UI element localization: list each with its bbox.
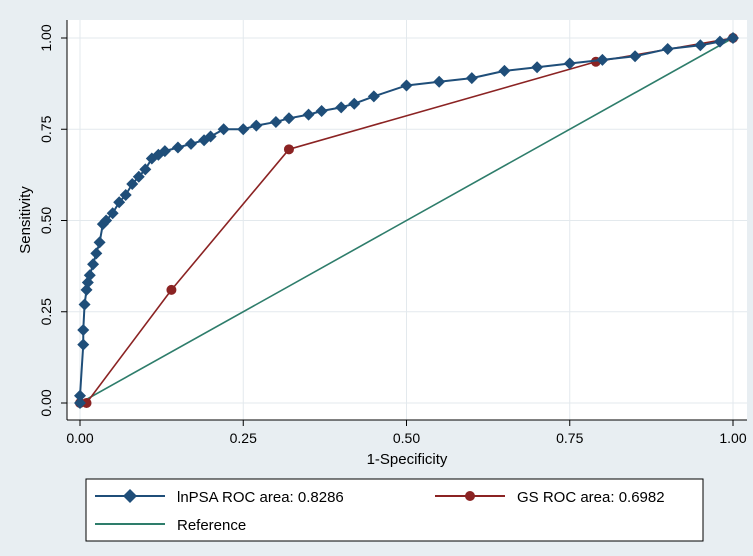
series-lnpsa-point: [74, 397, 86, 409]
series-layer: [74, 32, 739, 409]
series-lnpsa-point: [400, 79, 413, 92]
series-lnpsa-point: [78, 298, 91, 311]
legend-entry-gs: GS ROC area: 0.6982: [435, 489, 665, 506]
x-tick-label: 1.00: [719, 430, 746, 446]
x-tick-label: 0.00: [66, 430, 93, 446]
legend-reference-label: Reference: [177, 517, 246, 534]
series-lnpsa-point: [87, 258, 100, 271]
series-lnpsa-point: [315, 105, 328, 117]
series-lnpsa-point: [77, 338, 90, 351]
series-lnpsa-point: [531, 61, 544, 74]
legend-gs-label: GS ROC area: 0.6982: [517, 489, 665, 506]
series-lnpsa-point: [237, 123, 250, 136]
series-lnpsa-point: [126, 178, 139, 190]
series-lnpsa-point: [727, 32, 739, 44]
series-lnpsa-point: [367, 90, 380, 103]
y-tick-label: 0.00: [38, 389, 54, 416]
legend-box: [85, 478, 704, 542]
series-lnpsa-point: [563, 57, 576, 70]
series-gs-point: [81, 398, 92, 408]
y-tick-label: 0.75: [38, 115, 54, 142]
series-lnpsa-point: [596, 53, 609, 66]
series-lnpsa-point: [204, 130, 217, 143]
series-lnpsa-point: [90, 247, 103, 260]
legend-entry-lnpsa: lnPSA ROC area: 0.8286: [95, 489, 344, 506]
series-lnpsa-point: [348, 97, 361, 110]
series-lnpsa-point: [335, 101, 348, 114]
x-tick-label: 0.75: [556, 430, 583, 446]
series-lnpsa-point: [302, 108, 315, 121]
series-lnpsa-point: [250, 119, 263, 132]
series-lnpsa-point: [158, 145, 171, 158]
legend-gs-circle-icon: [465, 491, 475, 501]
series-lnpsa-point: [185, 137, 198, 150]
series-lnpsa: [74, 32, 739, 409]
y-tick-label: 0.25: [38, 298, 54, 325]
series-lnpsa-point: [217, 123, 230, 136]
series-lnpsa-point: [83, 269, 96, 282]
series-lnpsa-point: [282, 112, 295, 125]
series-lnpsa-point: [433, 75, 446, 88]
series-lnpsa-point: [269, 115, 282, 128]
legend-lnpsa-diamond-icon: [123, 489, 137, 503]
series-lnpsa-point: [77, 324, 90, 336]
legend-entry-reference: Reference: [95, 517, 246, 534]
series-gs-point: [166, 284, 177, 295]
y-tick-label: 1.00: [38, 24, 54, 51]
series-reference: [79, 37, 734, 404]
legend: lnPSA ROC area: 0.8286 GS ROC area: 0.69…: [85, 478, 704, 542]
series-lnpsa-point: [113, 196, 126, 209]
y-tick-label: 0.50: [38, 207, 54, 234]
series-lnpsa-point: [171, 141, 184, 154]
series-lnpsa-point: [713, 35, 726, 48]
axes: [61, 20, 747, 426]
series-lnpsa-point: [694, 39, 707, 52]
series-lnpsa-point: [74, 389, 86, 402]
series-lnpsa-point: [119, 188, 132, 201]
series-lnpsa-point: [106, 207, 119, 220]
series-lnpsa-point: [498, 64, 511, 77]
series-lnpsa-point: [100, 214, 113, 227]
series-lnpsa-point: [132, 170, 145, 183]
series-lnpsa-point: [139, 163, 152, 176]
legend-lnpsa-label: lnPSA ROC area: 0.8286: [177, 489, 344, 506]
y-axis-label: Sensitivity: [17, 186, 34, 254]
x-axis-label: 1-Specificity: [367, 451, 448, 468]
series-lnpsa-point: [629, 50, 642, 63]
series-reference-line: [79, 37, 734, 404]
x-tick-label: 0.25: [230, 430, 257, 446]
series-lnpsa-point: [93, 236, 106, 249]
tick-labels: 0.00 0.25 0.50 0.75 1.00 0.00 0.25 0.50 0.75 1.00: [38, 24, 747, 446]
x-tick-label: 0.50: [393, 430, 420, 446]
series-gs-point: [283, 144, 294, 155]
series-lnpsa-point: [661, 42, 674, 55]
series-lnpsa-point: [465, 72, 478, 85]
